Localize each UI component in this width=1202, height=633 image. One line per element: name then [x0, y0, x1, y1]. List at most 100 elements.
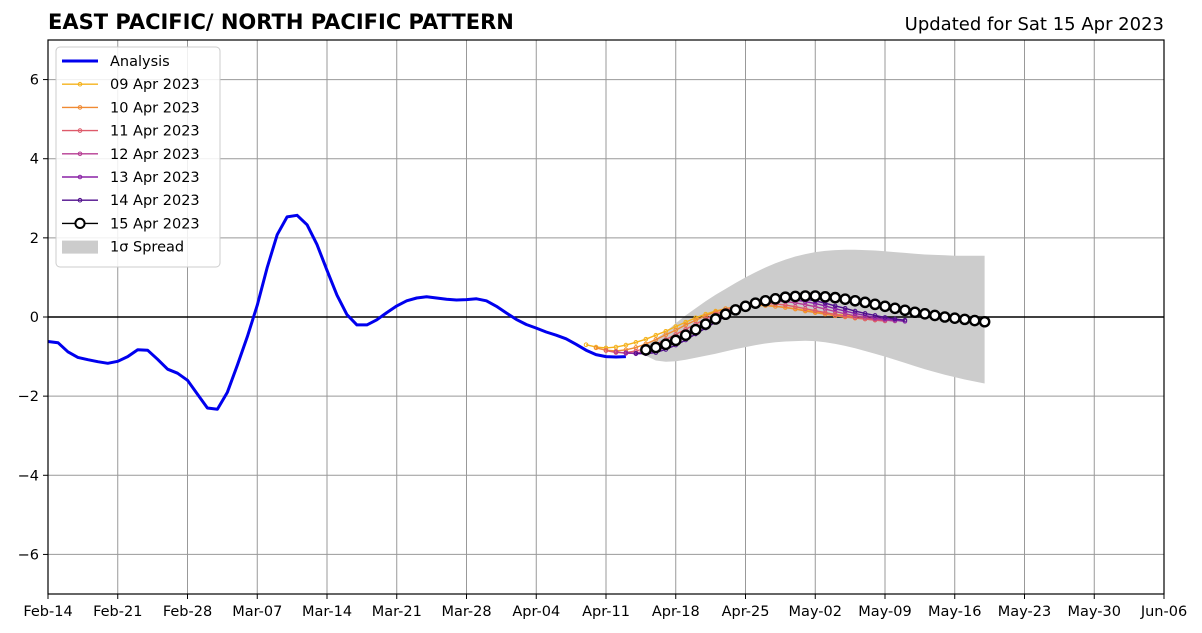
x-tick-label: Apr-18 — [652, 604, 700, 620]
data-point — [659, 338, 672, 351]
legend-swatch-marker — [77, 128, 83, 133]
legend-swatch-spread — [62, 240, 98, 254]
data-point — [938, 311, 951, 323]
data-point — [603, 348, 609, 353]
x-tick-label: Mar-14 — [302, 604, 352, 620]
legend-swatch-marker — [77, 197, 83, 203]
data-point — [882, 315, 888, 320]
legend: Analysis 09 Apr 2023 10 Apr 2023 11 Apr 202… — [55, 46, 221, 268]
x-tick-label: Jun-06 — [1140, 604, 1187, 620]
data-point — [669, 334, 682, 347]
legend-label: 09 Apr 2023 — [110, 77, 200, 93]
data-point — [978, 315, 991, 328]
data-point — [869, 298, 881, 311]
legend-swatch-marker — [74, 217, 86, 229]
data-point — [709, 313, 722, 325]
data-point — [829, 291, 841, 304]
x-tick-label: Feb-21 — [93, 604, 142, 620]
x-tick-label: Mar-21 — [372, 604, 422, 620]
data-point — [613, 349, 619, 355]
data-point — [643, 336, 649, 342]
legend-label: 10 Apr 2023 — [110, 100, 200, 116]
legend-label: 15 Apr 2023 — [110, 216, 200, 232]
data-point — [729, 304, 742, 316]
x-tick-label: Apr-04 — [512, 604, 560, 620]
legend-swatch-marker — [77, 174, 83, 180]
series-lines — [47, 213, 991, 411]
legend-label: 1σ Spread — [110, 240, 184, 256]
legend-label: 13 Apr 2023 — [110, 170, 200, 186]
data-point — [822, 303, 828, 309]
data-point — [799, 290, 812, 302]
data-point — [623, 342, 629, 348]
data-point — [593, 345, 599, 351]
data-point — [640, 344, 652, 356]
y-tick-label: 6 — [30, 73, 39, 89]
y-axis-ticks: 6 4 2 0 −2 −4 −6 — [18, 73, 48, 563]
data-point — [909, 306, 921, 319]
data-point — [673, 327, 679, 333]
y-tick-label: 2 — [30, 231, 39, 247]
y-tick-label: −2 — [18, 389, 39, 405]
data-point — [892, 316, 898, 322]
data-point — [749, 297, 762, 309]
data-point — [832, 309, 838, 314]
data-point — [859, 296, 871, 309]
legend-label: 14 Apr 2023 — [110, 193, 200, 209]
data-point — [719, 308, 732, 321]
data-point — [842, 308, 848, 314]
data-point — [699, 318, 712, 330]
data-point — [809, 290, 822, 302]
data-point — [872, 313, 878, 318]
data-point — [832, 306, 838, 311]
x-axis-ticks: Feb-14 Feb-21 Feb-28 Mar-07 Mar-14 Mar-21 Mar-… — [23, 594, 1187, 620]
data-point — [633, 340, 639, 345]
data-point — [679, 329, 692, 342]
data-point — [839, 293, 851, 305]
data-point — [862, 311, 868, 316]
data-point — [919, 308, 931, 320]
chart-title: EAST PACIFIC/ NORTH PACIFIC PATTERN — [48, 10, 514, 34]
legend-box — [55, 46, 221, 268]
data-point — [902, 317, 908, 323]
legend-label: Analysis — [110, 54, 170, 70]
data-point — [842, 311, 848, 317]
data-point — [769, 292, 782, 305]
data-point — [663, 332, 669, 338]
x-tick-label: Apr-11 — [582, 604, 630, 620]
data-point — [789, 290, 802, 303]
data-point — [623, 350, 629, 355]
data-point — [958, 313, 971, 326]
series-15-apr-2023 — [640, 290, 991, 356]
data-point — [683, 319, 689, 325]
y-tick-label: 0 — [30, 310, 39, 326]
data-point — [889, 302, 901, 315]
data-point — [879, 300, 891, 313]
series-line — [47, 213, 626, 411]
x-tick-label: May-23 — [998, 604, 1051, 620]
x-tick-label: May-16 — [928, 604, 981, 620]
chart-subtitle: Updated for Sat 15 Apr 2023 — [905, 14, 1164, 35]
data-point — [819, 291, 832, 303]
data-point — [689, 323, 702, 336]
legend-swatch-marker — [77, 151, 83, 157]
data-point — [759, 294, 772, 307]
data-point — [583, 342, 589, 348]
data-point — [653, 337, 659, 342]
data-point — [832, 303, 838, 309]
x-tick-label: Feb-14 — [23, 604, 72, 620]
data-point — [650, 341, 662, 354]
data-point — [739, 300, 752, 313]
data-point — [842, 305, 848, 311]
legend-label: 11 Apr 2023 — [110, 124, 200, 140]
data-point — [653, 332, 659, 338]
data-point — [852, 308, 858, 314]
data-point — [683, 322, 689, 328]
x-tick-label: Apr-25 — [722, 604, 770, 620]
series-analysis — [47, 213, 626, 411]
data-point — [968, 314, 981, 327]
legend-swatch-marker — [77, 81, 83, 87]
y-tick-label: −4 — [18, 468, 39, 484]
y-tick-label: 4 — [30, 152, 39, 168]
